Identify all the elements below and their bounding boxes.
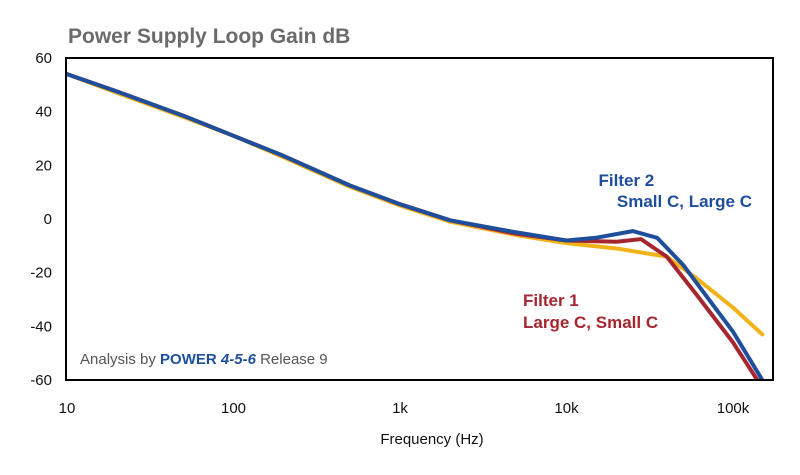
- annotation-filter-2: Filter 2 Small C, Large C: [599, 171, 752, 211]
- annotation-filter-1-line-1: Filter 1: [523, 291, 579, 310]
- annotation-filter-2-line-2: Small C, Large C: [617, 192, 752, 211]
- y-tick-label: 0: [44, 211, 52, 228]
- credit-prefix: Analysis by: [80, 351, 160, 368]
- annotation-filter-1: Filter 1 Large C, Small C: [523, 291, 658, 332]
- series-line-2: [66, 72, 760, 380]
- annotation-filter-2-line-1: Filter 2: [599, 171, 655, 190]
- plot-frame: [65, 57, 774, 381]
- y-axis-ticks: 60 40 20 0 -20 -40 -60: [30, 50, 52, 389]
- x-tick-label: 10: [59, 400, 76, 417]
- y-tick-label: 60: [35, 50, 52, 67]
- x-tick-label: 10k: [554, 400, 579, 417]
- y-tick-label: 40: [35, 104, 52, 121]
- y-tick-label: 20: [35, 157, 52, 174]
- series-line-3: [66, 72, 765, 380]
- x-axis-label: Frequency (Hz): [380, 431, 483, 448]
- y-tick-label: -60: [30, 372, 52, 389]
- credit-product-name: POWER: [160, 351, 221, 368]
- credit-suffix: Release 9: [256, 351, 328, 368]
- x-tick-label: 100: [221, 400, 246, 417]
- y-tick-label: -40: [30, 318, 52, 335]
- series-layer: [66, 72, 765, 380]
- annotation-filter-1-line-2: Large C, Small C: [523, 313, 658, 332]
- x-tick-label: 100k: [717, 400, 750, 417]
- x-tick-label: 1k: [392, 400, 408, 417]
- credit-product-version: 4-5-6: [220, 351, 257, 368]
- chart-title: Power Supply Loop Gain dB: [68, 25, 350, 48]
- y-tick-label: -20: [30, 265, 52, 282]
- analysis-credit: Analysis by POWER 4-5-6 Release 9: [80, 351, 328, 368]
- x-axis-ticks: 10 100 1k 10k 100k: [59, 400, 750, 417]
